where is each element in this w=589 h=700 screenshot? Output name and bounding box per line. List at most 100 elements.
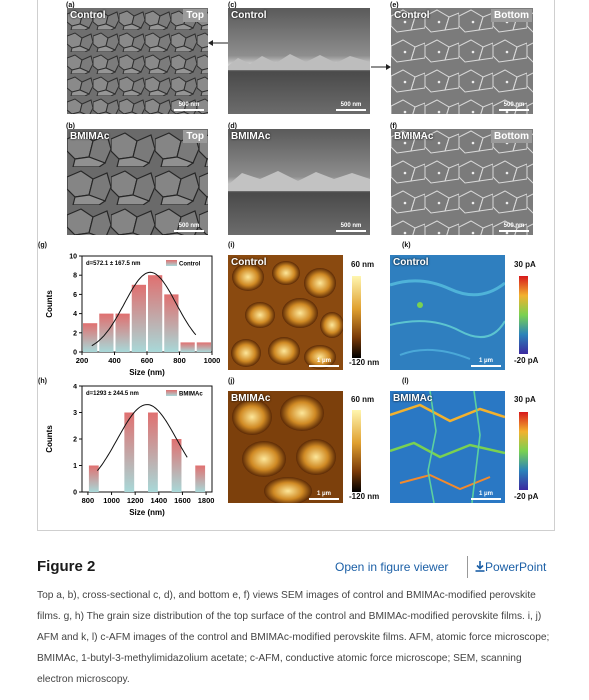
cafm-colorbar bbox=[519, 412, 528, 490]
y-tick-label: 2 bbox=[73, 330, 77, 337]
y-tick-label: 6 bbox=[73, 292, 77, 299]
panel-k-text: Control bbox=[393, 257, 429, 268]
x-tick-label: 1800 bbox=[198, 496, 215, 505]
y-axis-label: Counts bbox=[45, 425, 54, 453]
panel-c-label: (c) bbox=[228, 2, 237, 9]
y-tick-label: 3 bbox=[73, 410, 77, 417]
panel-a-tag: Top bbox=[183, 9, 207, 22]
histogram-bar bbox=[171, 439, 182, 492]
x-axis-label: Size (nm) bbox=[129, 508, 165, 517]
panel-b-text: BMIMAc bbox=[70, 131, 110, 142]
panel-h-label: (h) bbox=[38, 378, 47, 385]
sem-cross-section-control: Control 500 nm bbox=[228, 8, 370, 114]
legend-swatch bbox=[166, 390, 177, 396]
arrow-left-icon bbox=[208, 40, 228, 46]
afm-colorbar bbox=[352, 410, 361, 492]
size-annotation: d=1293 ± 244.5 nm bbox=[86, 391, 139, 397]
panel-c-text: Control bbox=[231, 10, 267, 21]
afm-colorbar-max: 60 nm bbox=[351, 260, 375, 269]
sem-cross-section-bmimac: BMIMAc 500 nm bbox=[228, 129, 370, 235]
panel-f-text: BMIMAc bbox=[394, 131, 434, 142]
y-tick-label: 0 bbox=[73, 350, 77, 357]
panel-e-tag: Bottom bbox=[491, 9, 532, 22]
x-tick-label: 1600 bbox=[174, 496, 191, 505]
histogram-bar bbox=[115, 313, 130, 352]
scale-bar: 500 nm bbox=[499, 223, 529, 232]
panel-e-text: Control bbox=[394, 10, 430, 21]
figure-2-image[interactable]: (a) Control Top 500 nm (c) Control 500 n… bbox=[37, 0, 555, 531]
grain-size-chart-bmimac: 800 1000 1200 1400 1600 1800 0 1 2 3 4 Size (nm) Cou… bbox=[45, 384, 215, 517]
panel-l-label: (l) bbox=[402, 378, 409, 385]
histogram-bar bbox=[164, 294, 179, 352]
sem-top-control: Control Top 500 nm bbox=[67, 8, 208, 114]
scale-bar: 500 nm bbox=[499, 102, 529, 111]
afm-colorbar-min: -120 nm bbox=[349, 358, 380, 367]
panel-a-label: (a) bbox=[66, 2, 75, 9]
x-tick-label: 800 bbox=[173, 356, 186, 365]
scale-bar: 1 μm bbox=[309, 358, 339, 367]
x-tick-label: 800 bbox=[82, 496, 95, 505]
powerpoint-download-link[interactable]: PowerPoint bbox=[475, 560, 546, 574]
divider bbox=[467, 556, 468, 578]
sem-top-bmimac: BMIMAc Top 500 nm bbox=[67, 129, 208, 235]
y-tick-label: 2 bbox=[73, 437, 77, 444]
cafm-image-bmimac: BMIMAc 1 μm bbox=[390, 391, 505, 503]
scale-label: 500 nm bbox=[340, 223, 362, 229]
y-tick-label: 4 bbox=[73, 311, 77, 318]
figure-caption: Top a, b), cross-sectional c, d), and bo… bbox=[37, 590, 550, 685]
scale-bar: 500 nm bbox=[174, 223, 204, 232]
panel-j-text: BMIMAc bbox=[231, 393, 271, 404]
open-figure-viewer-link[interactable]: Open in figure viewer bbox=[335, 560, 449, 574]
scale-bar: 500 nm bbox=[174, 102, 204, 111]
scale-bar: 1 μm bbox=[471, 491, 501, 500]
figure-title: Figure 2 bbox=[37, 558, 96, 575]
x-tick-label: 600 bbox=[141, 356, 154, 365]
histogram-bar bbox=[124, 412, 135, 492]
panel-l-text: BMIMAc bbox=[393, 393, 433, 404]
cafm-colorbar-max: 30 pA bbox=[514, 260, 536, 269]
panel-d-text: BMIMAc bbox=[231, 131, 271, 142]
histogram-bar bbox=[196, 342, 211, 352]
panel-k-label: (k) bbox=[402, 242, 411, 249]
afm-colorbar-max: 60 nm bbox=[351, 395, 375, 404]
scale-label: 500 nm bbox=[503, 102, 525, 108]
panel-d-label: (d) bbox=[228, 123, 237, 130]
legend-label: BMIMAc bbox=[179, 392, 203, 398]
histogram-bar bbox=[180, 342, 195, 352]
scale-label: 1 μm bbox=[316, 491, 331, 497]
scale-bar: 1 μm bbox=[471, 358, 501, 367]
x-tick-label: 200 bbox=[76, 356, 89, 365]
scale-label: 1 μm bbox=[316, 358, 331, 364]
download-icon bbox=[475, 561, 485, 572]
x-tick-label: 1400 bbox=[150, 496, 167, 505]
cafm-image-control: Control 1 μm bbox=[390, 255, 505, 370]
powerpoint-label: PowerPoint bbox=[485, 560, 547, 574]
afm-image-bmimac: BMIMAc 1 μm bbox=[228, 391, 343, 503]
legend-label: Control bbox=[179, 262, 201, 268]
y-axis-label: Counts bbox=[45, 290, 54, 318]
panel-b-tag: Top bbox=[183, 130, 207, 143]
figure-header: Figure 2 Open in figure viewer PowerPoin… bbox=[37, 556, 553, 580]
y-tick-label: 0 bbox=[73, 490, 77, 497]
gaussian-fit-line bbox=[91, 271, 197, 347]
panel-i-text: Control bbox=[231, 257, 267, 268]
x-tick-label: 400 bbox=[108, 356, 121, 365]
scale-label: 500 nm bbox=[340, 102, 362, 108]
afm-colorbar-min: -120 nm bbox=[349, 492, 380, 501]
histogram-bar bbox=[131, 284, 146, 352]
y-tick-label: 4 bbox=[73, 384, 77, 391]
plot-frame bbox=[81, 385, 213, 493]
scale-label: 1 μm bbox=[478, 491, 493, 497]
scale-label: 500 nm bbox=[178, 102, 200, 108]
sem-bottom-bmimac: BMIMAc Bottom 500 nm bbox=[391, 129, 533, 235]
legend-swatch bbox=[166, 260, 177, 266]
panel-b-label: (b) bbox=[66, 123, 75, 130]
panel-a-text: Control bbox=[70, 10, 106, 21]
panel-f-label: (f) bbox=[390, 123, 397, 130]
x-tick-label: 1200 bbox=[127, 496, 144, 505]
arrow-right-icon bbox=[371, 64, 391, 70]
x-tick-label: 1000 bbox=[103, 496, 120, 505]
histogram-bar bbox=[195, 465, 206, 492]
x-axis-label: Size (nm) bbox=[129, 368, 165, 377]
cafm-colorbar-min: -20 pA bbox=[514, 492, 539, 501]
